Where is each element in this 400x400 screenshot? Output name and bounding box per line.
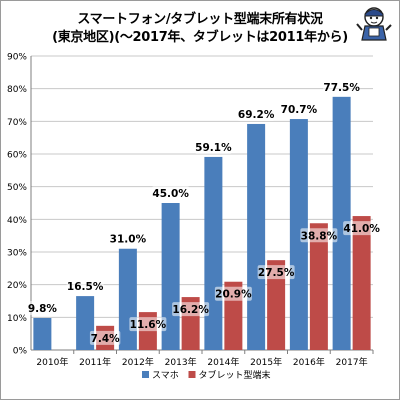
data-label-bg bbox=[300, 228, 338, 243]
data-label-tablet: 20.9% bbox=[215, 289, 252, 301]
y-tick-label: 50% bbox=[7, 183, 27, 193]
data-label-tablet: 7.4% bbox=[91, 333, 121, 345]
data-label-bg bbox=[280, 102, 318, 117]
data-label-bg bbox=[66, 279, 104, 294]
legend-label-tablet: タブレット型端末 bbox=[199, 369, 271, 381]
bar-tablet bbox=[309, 223, 328, 350]
x-tick-label: 2010年 bbox=[36, 356, 68, 368]
data-label-bg bbox=[172, 302, 210, 317]
bar-smartphone bbox=[33, 317, 52, 350]
chart-title: スマートフォン/タブレット型端末所有状況 bbox=[77, 12, 323, 27]
legend-swatch-smartphone bbox=[142, 371, 149, 378]
x-tick-label: 2017年 bbox=[336, 356, 368, 368]
data-label-bg bbox=[27, 300, 58, 315]
bar-tablet bbox=[352, 216, 371, 350]
data-label-bg bbox=[194, 139, 232, 154]
chart-subtitle: (東京地区)(～2017年、タブレットは2011年から) bbox=[52, 30, 348, 45]
y-tick-label: 70% bbox=[7, 118, 27, 128]
data-label-bg bbox=[214, 286, 252, 301]
data-label-smartphone: 70.7% bbox=[281, 104, 318, 116]
data-label-smartphone: 77.5% bbox=[323, 82, 360, 94]
data-label-bg bbox=[89, 330, 121, 345]
bar-smartphone bbox=[76, 296, 95, 350]
data-label-smartphone: 31.0% bbox=[110, 234, 147, 246]
data-label-bg bbox=[129, 317, 167, 332]
x-tick-label: 2015年 bbox=[250, 356, 282, 368]
y-tick-label: 80% bbox=[7, 85, 27, 95]
x-tick-label: 2011年 bbox=[79, 356, 111, 368]
bar-smartphone bbox=[118, 248, 137, 350]
data-label-bg bbox=[343, 221, 381, 236]
data-label-bg bbox=[237, 106, 275, 121]
bar-smartphone bbox=[204, 156, 223, 350]
bar-smartphone bbox=[332, 96, 351, 350]
y-tick-label: 0% bbox=[13, 347, 28, 357]
y-tick-label: 40% bbox=[7, 216, 27, 226]
mascot-character-icon bbox=[356, 7, 392, 41]
y-tick-label: 10% bbox=[7, 314, 27, 324]
x-tick-label: 2014年 bbox=[207, 356, 239, 368]
bar-smartphone bbox=[289, 119, 308, 351]
bar-smartphone bbox=[247, 123, 266, 351]
x-tick-label: 2012年 bbox=[122, 356, 154, 368]
data-label-smartphone: 59.1% bbox=[195, 142, 232, 154]
data-label-smartphone: 45.0% bbox=[152, 188, 189, 200]
data-label-bg bbox=[323, 79, 361, 94]
bar-tablet bbox=[267, 260, 286, 350]
x-tick-label: 2013年 bbox=[165, 356, 197, 368]
y-tick-label: 30% bbox=[7, 249, 27, 259]
legend-label-smartphone: スマホ bbox=[152, 370, 179, 381]
y-tick-label: 90% bbox=[7, 53, 27, 63]
data-label-bg bbox=[257, 265, 295, 280]
data-label-tablet: 11.6% bbox=[130, 319, 167, 331]
legend-swatch-tablet bbox=[188, 371, 196, 378]
data-label-smartphone: 9.8% bbox=[28, 303, 58, 315]
data-label-bg bbox=[152, 186, 190, 200]
data-label-tablet: 38.8% bbox=[301, 230, 338, 242]
data-label-tablet: 16.2% bbox=[172, 304, 209, 316]
data-label-bg bbox=[109, 231, 147, 246]
x-tick-label: 2016年 bbox=[293, 356, 325, 368]
data-label-tablet: 41.0% bbox=[343, 223, 380, 235]
data-label-smartphone: 16.5% bbox=[67, 281, 104, 293]
y-tick-label: 20% bbox=[7, 281, 27, 291]
y-tick-label: 60% bbox=[7, 151, 27, 161]
data-label-tablet: 27.5% bbox=[258, 267, 295, 279]
data-label-smartphone: 69.2% bbox=[238, 109, 275, 121]
